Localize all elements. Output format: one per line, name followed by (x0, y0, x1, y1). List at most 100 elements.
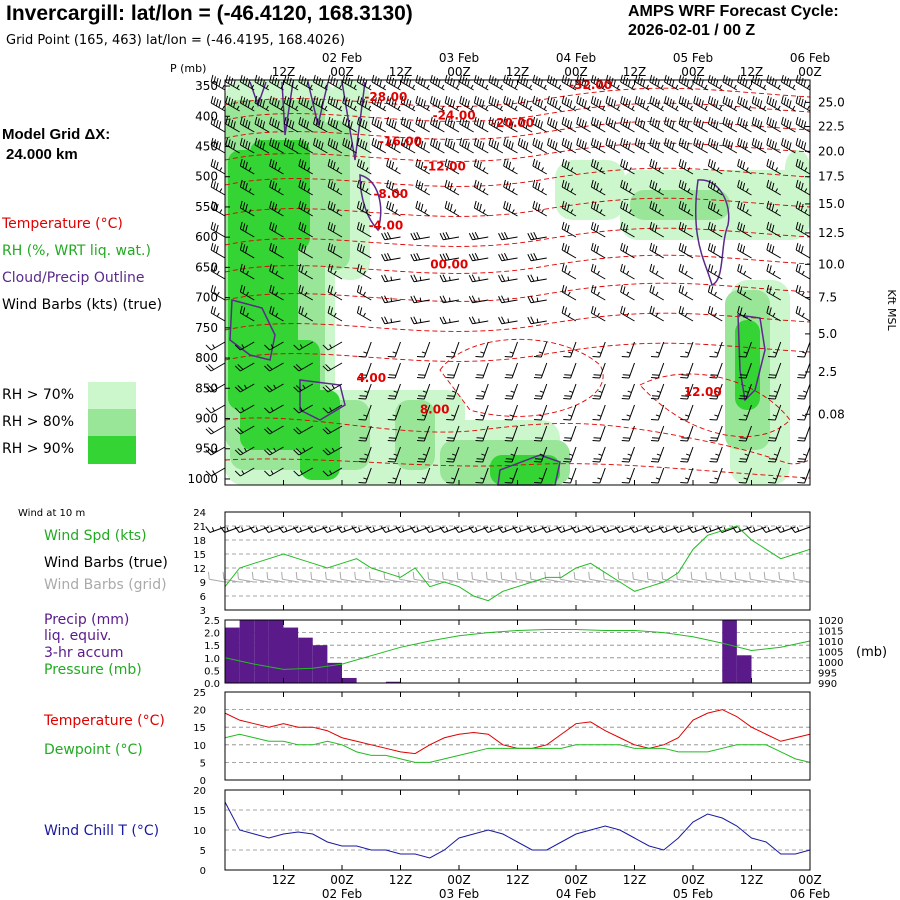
barb-flag (658, 209, 661, 214)
barb-flag (664, 137, 667, 146)
wind-barb (795, 137, 811, 154)
barb-flag (307, 209, 310, 214)
barb-flag (613, 142, 617, 150)
barb-flag (698, 140, 702, 149)
barb-shaft (649, 102, 665, 112)
barb-flag (646, 84, 649, 89)
temperature-contour-label: 8.00 (420, 403, 450, 417)
barb-shaft (453, 404, 460, 421)
barb-flag (716, 188, 720, 193)
temperature-contour (639, 373, 791, 438)
barb-flag (216, 291, 220, 296)
barb-flag (351, 526, 357, 533)
legend-precip-2: liq. equiv. (44, 628, 112, 644)
pressure-tick-label: 995 (818, 669, 837, 680)
barb-flag (356, 158, 360, 167)
barb-flag (259, 77, 263, 86)
wind-chill-tick-label: 5 (200, 846, 206, 857)
barb-flag (608, 97, 611, 105)
barb-flag (387, 231, 392, 239)
barb-flag (554, 142, 558, 150)
barb-shaft (386, 165, 401, 175)
height-tick-label: 15.0 (818, 197, 845, 211)
wind-barb (649, 116, 665, 133)
barb-flag (259, 119, 263, 128)
barb-flag (590, 263, 594, 272)
barb-flag (614, 526, 620, 533)
barb-flag (727, 98, 731, 107)
barb-flag (447, 118, 450, 126)
wind-barb (475, 341, 489, 358)
barb-flag (488, 116, 492, 125)
barb-flag (766, 95, 770, 104)
rh70-region (555, 160, 625, 220)
barb-flag (320, 142, 324, 150)
barb-flag (501, 274, 506, 282)
surface-barb-true (512, 526, 533, 533)
barb-flag (678, 158, 682, 167)
barb-flag (537, 182, 541, 191)
barb-flag (584, 121, 587, 129)
wind-barb (239, 284, 255, 301)
barb-shaft (647, 578, 664, 583)
wind-barb (322, 341, 343, 351)
barb-flag (802, 453, 808, 456)
barb-shaft (370, 578, 386, 583)
bottom-date-label: 03 Feb (439, 887, 479, 900)
barb-flag (403, 139, 407, 147)
barb-flag (566, 203, 570, 212)
barb-flag (368, 105, 372, 110)
barb-flag (313, 116, 316, 125)
barb-flag (631, 84, 635, 89)
barb-shaft (722, 123, 738, 133)
barb-flag (771, 203, 775, 212)
barb-flag (535, 139, 538, 147)
barb-shaft (752, 123, 767, 133)
wind-barb (410, 295, 430, 304)
barb-flag (772, 477, 777, 480)
barb-shaft (474, 207, 489, 217)
barb-flag (652, 118, 655, 126)
barb-flag (769, 97, 772, 105)
barb-flag (739, 181, 743, 189)
barb-flag (453, 209, 457, 214)
barb-flag (478, 276, 480, 281)
barb-flag (522, 98, 526, 107)
barb-flag (598, 79, 602, 87)
barb-flag (371, 116, 375, 125)
barb-flag (412, 105, 415, 110)
barb-flag (363, 291, 366, 296)
wind-barb (400, 137, 416, 154)
barb-flag (442, 232, 447, 240)
barb-flag (392, 477, 397, 480)
barb-flag (714, 414, 719, 417)
wind-barb (488, 95, 504, 112)
wind-barb (620, 116, 635, 133)
barb-flag (716, 209, 720, 214)
barb-flag (795, 242, 799, 251)
barb-flag (781, 74, 784, 83)
barb-flag (332, 98, 336, 107)
pressure-tick-label: 850 (195, 381, 218, 395)
barb-flag (320, 100, 324, 108)
barb-flag (709, 461, 717, 463)
surface-barb-grid (675, 571, 694, 583)
barb-flag (485, 84, 489, 89)
barb-shaft (503, 102, 518, 112)
barb-flag (418, 202, 421, 210)
barb-shaft (664, 81, 679, 91)
barb-flag (242, 307, 246, 315)
wind-barb (381, 231, 401, 241)
barb-flag (626, 414, 631, 417)
barb-flag (566, 98, 570, 107)
wind-barb (239, 74, 255, 91)
barb-flag (781, 95, 784, 104)
barb-flag (652, 223, 655, 231)
wind-barb (210, 95, 226, 112)
barb-flag (599, 167, 603, 172)
barb-flag (342, 137, 346, 146)
barb-flag (684, 312, 688, 317)
barb-flag (710, 97, 714, 105)
wind-barb (737, 305, 752, 322)
barb-flag (626, 477, 631, 480)
